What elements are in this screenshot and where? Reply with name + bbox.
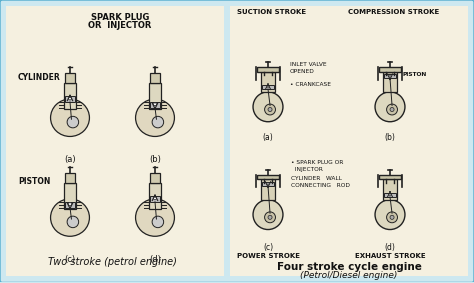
- Bar: [65, 202, 75, 207]
- Bar: [230, 6, 468, 276]
- Bar: [379, 175, 401, 179]
- Text: INLET VALVE: INLET VALVE: [290, 62, 327, 67]
- Text: PISTON: PISTON: [18, 177, 50, 186]
- Text: (a): (a): [263, 133, 273, 142]
- Text: SPARK PLUG: SPARK PLUG: [91, 13, 149, 22]
- Circle shape: [152, 216, 164, 228]
- Circle shape: [267, 183, 269, 185]
- Text: (Petrol/Diesel engine): (Petrol/Diesel engine): [301, 271, 398, 280]
- Text: POWER STROKE: POWER STROKE: [237, 252, 300, 259]
- Bar: [65, 96, 75, 102]
- Circle shape: [267, 86, 269, 88]
- Text: (d): (d): [384, 243, 395, 252]
- Text: PISTON: PISTON: [403, 72, 427, 77]
- Text: OPENED: OPENED: [290, 69, 315, 74]
- Bar: [262, 85, 274, 89]
- Bar: [261, 72, 275, 92]
- Circle shape: [152, 116, 164, 128]
- Bar: [383, 72, 398, 92]
- Circle shape: [154, 103, 156, 106]
- Text: Four stroke cycle engine: Four stroke cycle engine: [276, 261, 421, 271]
- Circle shape: [389, 194, 391, 196]
- Circle shape: [253, 92, 283, 122]
- Circle shape: [375, 92, 405, 122]
- Circle shape: [375, 200, 405, 230]
- Bar: [150, 73, 160, 83]
- Bar: [262, 182, 274, 186]
- Circle shape: [264, 104, 275, 115]
- Bar: [148, 183, 162, 209]
- Ellipse shape: [136, 99, 174, 136]
- Circle shape: [67, 216, 79, 228]
- Circle shape: [67, 116, 79, 128]
- Text: CONNECTING   ROD: CONNECTING ROD: [291, 183, 350, 188]
- Bar: [148, 83, 162, 109]
- Ellipse shape: [136, 199, 174, 236]
- Bar: [150, 196, 160, 202]
- Bar: [150, 173, 160, 183]
- Circle shape: [154, 197, 156, 200]
- Text: EXHAUST STROKE: EXHAUST STROKE: [355, 252, 426, 259]
- Bar: [383, 179, 398, 200]
- Bar: [257, 67, 279, 72]
- Text: CYLINDER: CYLINDER: [18, 73, 61, 82]
- Text: INJECTOR: INJECTOR: [291, 167, 323, 172]
- Circle shape: [268, 108, 272, 112]
- Bar: [384, 193, 396, 197]
- Text: CYLINDER   WALL: CYLINDER WALL: [291, 176, 342, 181]
- Text: (a): (a): [64, 155, 76, 164]
- Bar: [65, 173, 75, 183]
- Text: Two stroke (petrol engine): Two stroke (petrol engine): [47, 258, 176, 267]
- Bar: [65, 73, 75, 83]
- Text: (b): (b): [149, 155, 161, 164]
- Bar: [64, 183, 76, 209]
- Text: • SPARK PLUG OR: • SPARK PLUG OR: [291, 160, 343, 165]
- Circle shape: [69, 203, 72, 205]
- Text: (c): (c): [64, 254, 75, 263]
- Ellipse shape: [51, 199, 90, 236]
- Bar: [261, 179, 275, 200]
- Circle shape: [389, 75, 391, 77]
- Circle shape: [253, 200, 283, 230]
- Text: (d): (d): [149, 254, 161, 263]
- Bar: [384, 74, 396, 78]
- Text: • CRANKCASE: • CRANKCASE: [290, 82, 331, 87]
- Text: SUCTION STROKE: SUCTION STROKE: [237, 9, 306, 15]
- Ellipse shape: [51, 99, 90, 136]
- Circle shape: [268, 215, 272, 219]
- Bar: [379, 67, 401, 72]
- Circle shape: [264, 212, 275, 223]
- Circle shape: [387, 104, 398, 115]
- Text: OR  INJECTOR: OR INJECTOR: [88, 21, 152, 30]
- Bar: [6, 6, 224, 276]
- Text: (c): (c): [263, 243, 273, 252]
- Circle shape: [390, 108, 394, 112]
- Text: COMPRESSION STROKE: COMPRESSION STROKE: [348, 9, 439, 15]
- Circle shape: [387, 212, 398, 223]
- Bar: [150, 102, 160, 108]
- Bar: [64, 83, 76, 109]
- Text: (b): (b): [384, 133, 395, 142]
- Circle shape: [69, 97, 72, 100]
- Bar: [257, 175, 279, 179]
- Circle shape: [390, 215, 394, 219]
